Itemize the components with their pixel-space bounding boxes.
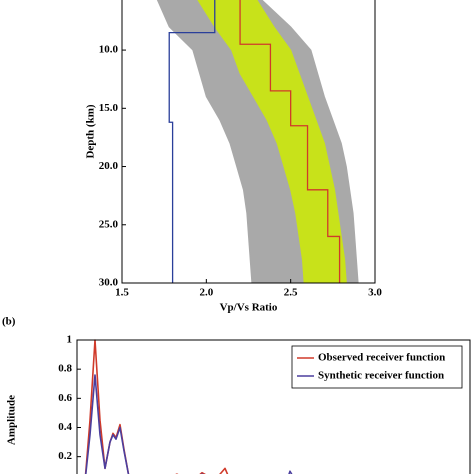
legend-label: Observed receiver function xyxy=(318,352,445,364)
y-tick-label: 25.0 xyxy=(99,218,119,230)
y-tick-label: 20.0 xyxy=(99,160,119,172)
y-axis-label: Depth (km) xyxy=(85,104,97,158)
y-tick-label: 0.2 xyxy=(58,450,72,462)
y-axis-label: Amplitude xyxy=(6,395,18,445)
y-tick-label: 0.4 xyxy=(58,421,72,433)
y-tick-label: 15.0 xyxy=(99,102,119,114)
frame xyxy=(121,0,376,284)
y-tick-label: 1 xyxy=(67,334,73,346)
y-tick-label: 0.6 xyxy=(58,392,72,404)
x-tick-label: 2.5 xyxy=(284,287,298,299)
legend-box xyxy=(291,345,463,389)
model-line xyxy=(239,0,341,283)
x-tick-label: 2.0 xyxy=(199,287,213,299)
series-line xyxy=(84,374,293,474)
legend-label: Synthetic receiver function xyxy=(318,370,444,382)
panel-label: (b) xyxy=(2,316,16,328)
y-tick-label: 30.0 xyxy=(99,277,119,289)
x-axis-label: Vp/Vs Ratio xyxy=(220,302,278,314)
y-tick-label: 10.0 xyxy=(99,44,119,56)
x-tick-label: 1.5 xyxy=(115,287,129,299)
x-tick-label: 3.0 xyxy=(368,287,382,299)
model-line xyxy=(168,0,216,283)
frame xyxy=(76,339,471,474)
y-tick-label: 0.8 xyxy=(58,363,72,375)
